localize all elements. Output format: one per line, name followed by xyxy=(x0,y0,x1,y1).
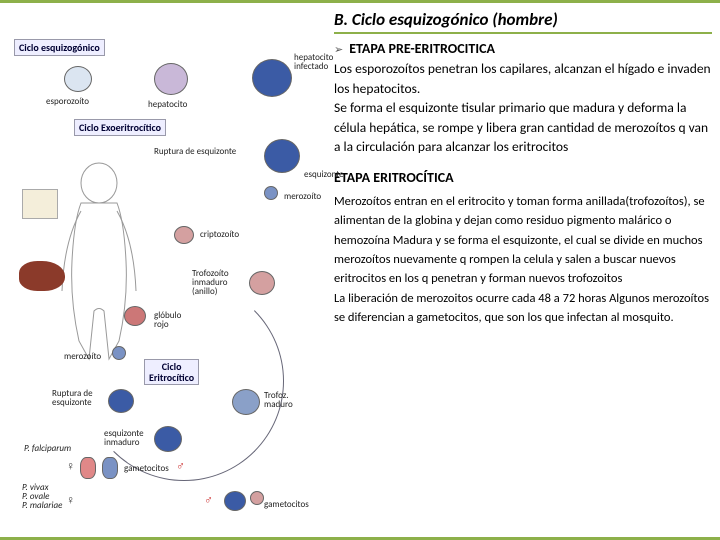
cell-esquizonte xyxy=(264,139,300,173)
label-falciparum: P. falciparum xyxy=(24,443,71,454)
cell-trofo-inm xyxy=(249,271,275,295)
symbol-male1: ♂ xyxy=(176,459,185,474)
label-esquizonte2: esquizonteinmaduro xyxy=(104,429,144,447)
slide-title: B. Ciclo esquizogónico (hombre) xyxy=(334,9,712,34)
cell-gameto1 xyxy=(80,457,96,479)
cell-gameto2 xyxy=(102,457,118,479)
cycle-diagram: Ciclo esquizogónico Ciclo Exoeritrocític… xyxy=(4,11,326,531)
label-hepatocito: hepatocito xyxy=(148,99,187,110)
label-ruptura-esq: Ruptura de esquizonte xyxy=(154,146,236,157)
diagram-title-exoeritrocitico: Ciclo Exoeritrocítico xyxy=(74,119,166,136)
label-trofo-inm: Trofozoítoinmaduro(anillo) xyxy=(192,269,229,296)
label-merozoito: merozoíto xyxy=(284,191,321,202)
cell-criptozoito xyxy=(174,226,194,244)
label-gametocitos: gametocitos xyxy=(124,463,169,474)
cell-esporozoito xyxy=(64,66,92,92)
label-gametocitos2: gametocitos xyxy=(264,499,309,510)
cell-gameto4 xyxy=(250,491,264,505)
cell-merozoito2 xyxy=(112,346,126,360)
symbol-female2: ♀ xyxy=(66,493,75,508)
liver-icon xyxy=(19,261,65,291)
label-esporozoito: esporozoíto xyxy=(46,96,89,107)
cell-trofo-mad xyxy=(232,389,260,415)
label-esquizonte: esquizonte xyxy=(304,169,344,180)
text-panel: B. Ciclo esquizogónico (hombre) ➢ ETAPA … xyxy=(330,3,720,537)
section2-heading: ETAPA ERITROCÍTICA xyxy=(334,169,712,186)
label-ruptura-esq2: Ruptura deesquizonte xyxy=(52,389,93,407)
cell-hepatocito xyxy=(154,63,188,95)
label-trofo-mad: Trofoz.maduro xyxy=(264,391,293,409)
diagram-title-esquizogonico: Ciclo esquizogónico xyxy=(14,39,105,56)
cell-globulo xyxy=(124,306,146,326)
label-criptozoito: criptozoíto xyxy=(200,229,239,240)
label-globulo: glóbulorojo xyxy=(154,311,181,329)
label-merozoito2: merozoíto xyxy=(64,351,101,362)
cell-merozoito xyxy=(264,186,278,200)
label-vivax: P. vivaxP. ovaleP. malariae xyxy=(22,483,62,510)
mosquito-box xyxy=(22,189,58,219)
cycle-arrow xyxy=(84,281,284,481)
symbol-female1: ♀ xyxy=(66,459,75,474)
cell-hepatocito-inf xyxy=(252,59,292,97)
cell-esquizonte2 xyxy=(154,426,182,452)
label-hepatocito-inf: hepatocitoinfectado xyxy=(294,53,333,71)
bullet-arrow-icon: ➢ xyxy=(334,43,343,56)
symbol-male2: ♂ xyxy=(204,493,213,508)
diagram-panel: Ciclo esquizogónico Ciclo Exoeritrocític… xyxy=(0,3,330,537)
section1-heading-row: ➢ ETAPA PRE-ERITROCITICA xyxy=(334,40,712,57)
section1-body: Los esporozoítos penetran los capilares,… xyxy=(334,59,712,157)
section2-body: Merozoítos entran en el eritrocito y tom… xyxy=(334,192,712,328)
cell-ruptura2 xyxy=(108,389,134,413)
section1-heading: ETAPA PRE-ERITROCITICA xyxy=(349,40,495,57)
cell-gameto3 xyxy=(224,491,246,511)
